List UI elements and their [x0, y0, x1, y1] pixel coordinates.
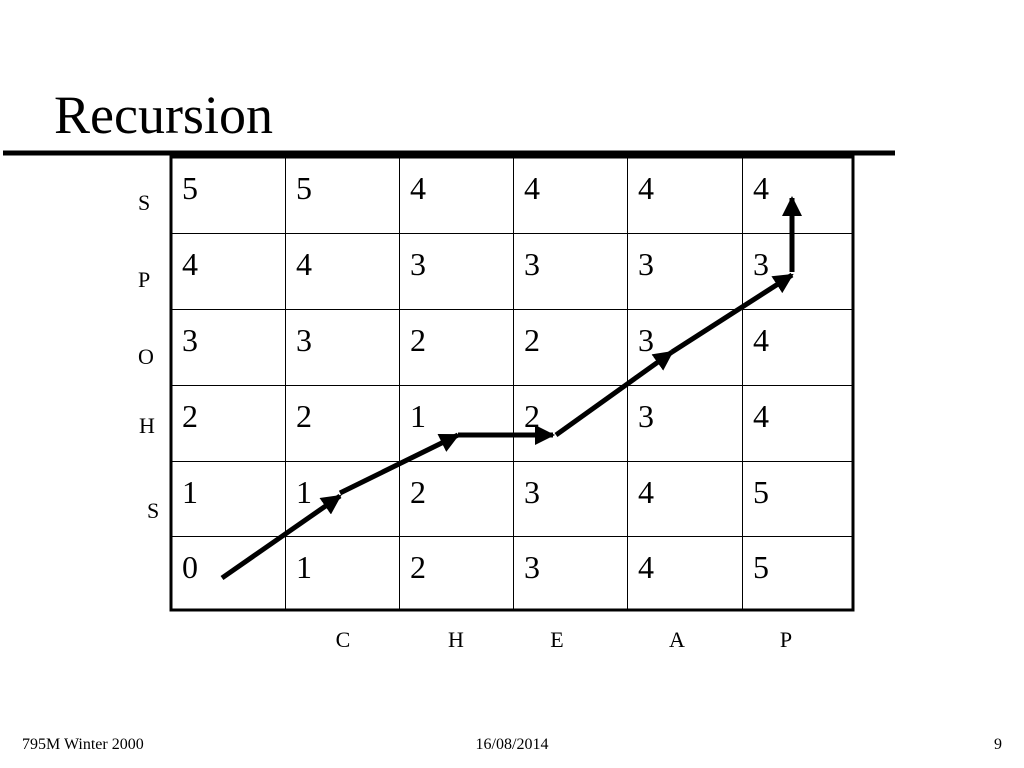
row-label: S: [138, 190, 151, 215]
column-label: P: [779, 627, 793, 652]
arrow: [338, 432, 460, 496]
row-label: H: [139, 413, 155, 438]
row-label: P: [138, 267, 151, 292]
slide-title: Recursion: [54, 85, 273, 145]
row-label: S: [147, 498, 160, 523]
column-label: A: [669, 627, 685, 652]
arrow: [220, 493, 342, 581]
column-label: C: [335, 627, 351, 652]
arrow: [670, 272, 794, 355]
arrow: [554, 349, 674, 438]
table-border: [169, 155, 855, 612]
column-label: E: [550, 627, 564, 652]
footer-center: 16/08/2014: [475, 736, 549, 753]
row-label: O: [138, 344, 154, 369]
column-label: H: [448, 627, 464, 652]
footer-right: 9: [994, 736, 1002, 753]
footer-left: 795M Winter 2000: [22, 736, 144, 753]
path-arrows: [220, 196, 802, 581]
